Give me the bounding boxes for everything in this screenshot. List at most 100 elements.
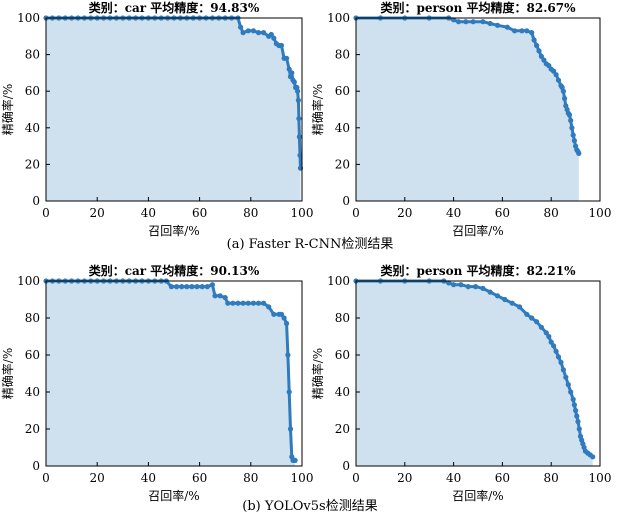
data-point — [546, 333, 552, 340]
data-point — [245, 28, 251, 34]
pr-area — [46, 18, 301, 201]
data-point — [297, 152, 303, 158]
data-point — [222, 295, 228, 301]
data-point — [566, 112, 573, 118]
data-point — [174, 284, 180, 290]
data-point — [568, 389, 574, 395]
data-point — [271, 311, 277, 317]
y-tick-label: 20 — [25, 422, 40, 436]
x-tick-label: 100 — [291, 206, 314, 220]
x-tick-label: 20 — [90, 471, 105, 485]
data-point — [189, 284, 195, 290]
data-point — [284, 320, 290, 327]
x-tick-label: 80 — [243, 471, 258, 485]
x-tick-label: 60 — [192, 471, 207, 485]
x-tick-label: 0 — [352, 471, 360, 485]
data-point — [494, 22, 501, 28]
data-point — [209, 282, 215, 288]
data-point — [562, 95, 568, 102]
x-tick-label: 60 — [192, 206, 207, 220]
data-point — [250, 300, 256, 306]
data-point — [255, 300, 262, 306]
y-axis-label: 精确率/% — [310, 84, 325, 135]
data-point — [541, 57, 547, 63]
data-point — [509, 300, 515, 306]
y-tick-label: 40 — [25, 385, 40, 399]
data-point — [179, 284, 185, 290]
data-point — [571, 402, 578, 408]
data-point — [529, 315, 535, 321]
data-point — [558, 359, 564, 365]
y-tick-label: 100 — [17, 274, 40, 288]
data-point — [199, 284, 205, 290]
x-tick-label: 80 — [243, 206, 258, 220]
data-point — [480, 285, 486, 291]
x-tick-label: 80 — [544, 206, 559, 220]
x-tick-label: 20 — [397, 206, 412, 220]
data-point — [194, 284, 200, 290]
data-point — [235, 300, 241, 306]
data-point — [590, 454, 596, 460]
caption-b: (b) YOLOv5s检测结果 — [242, 499, 377, 514]
y-tick-label: 0 — [342, 459, 350, 473]
data-point — [538, 324, 545, 330]
data-point — [516, 304, 523, 310]
data-point — [473, 284, 479, 290]
data-point — [278, 311, 285, 317]
data-point — [286, 389, 292, 395]
data-point — [451, 282, 457, 288]
data-point — [560, 88, 567, 94]
chart-panel-1: 0 20 40 60 80 100 0 20 40 60 80 100 类别：car 平均精度：94.8… — [0, 0, 313, 238]
data-point — [296, 116, 302, 122]
data-point — [168, 284, 174, 290]
data-point — [565, 382, 571, 388]
y-tick-label: 60 — [335, 348, 350, 362]
data-point — [543, 330, 549, 336]
data-point — [553, 72, 559, 78]
data-point — [568, 117, 574, 124]
data-point — [529, 29, 535, 36]
y-tick-label: 20 — [335, 422, 350, 436]
data-point — [465, 284, 471, 290]
data-point — [287, 426, 294, 432]
data-point — [212, 293, 218, 299]
data-point — [534, 319, 540, 325]
data-point — [524, 311, 530, 317]
y-tick-label: 40 — [25, 121, 40, 135]
data-point — [240, 29, 246, 36]
data-point — [524, 28, 530, 34]
data-point — [536, 48, 542, 54]
data-point — [553, 348, 559, 354]
data-point — [570, 396, 576, 402]
chart-title: 类别：car 平均精度：94.83% — [89, 0, 260, 15]
data-point — [296, 134, 302, 140]
data-point — [281, 315, 287, 321]
chart-title: 类别：person 平均精度：82.21% — [381, 263, 577, 278]
data-point — [504, 24, 510, 30]
y-tick-label: 40 — [335, 385, 350, 399]
x-tick-label: 60 — [495, 471, 510, 485]
data-point — [230, 300, 236, 306]
data-point — [261, 29, 267, 36]
data-point — [204, 284, 210, 290]
data-point — [576, 426, 582, 432]
y-tick-label: 100 — [17, 11, 40, 25]
data-point — [289, 70, 295, 76]
plot-frame — [45, 17, 303, 202]
data-point — [548, 339, 554, 345]
y-tick-label: 60 — [25, 348, 40, 362]
data-point — [284, 55, 290, 61]
chart-panel-3: 0 20 40 60 80 100 0 20 40 60 80 100 类别：car 平均精度：90.1… — [0, 263, 313, 503]
data-point — [458, 282, 464, 288]
data-point — [238, 24, 244, 30]
data-point — [470, 19, 476, 25]
y-tick-label: 60 — [25, 84, 40, 98]
data-point — [538, 53, 545, 60]
data-point — [563, 374, 569, 380]
data-point — [487, 289, 493, 295]
x-axis-label: 召回率/% — [452, 488, 503, 503]
data-point — [551, 343, 557, 349]
data-point — [292, 457, 298, 463]
data-point — [574, 413, 580, 419]
y-tick-label: 20 — [25, 157, 40, 171]
